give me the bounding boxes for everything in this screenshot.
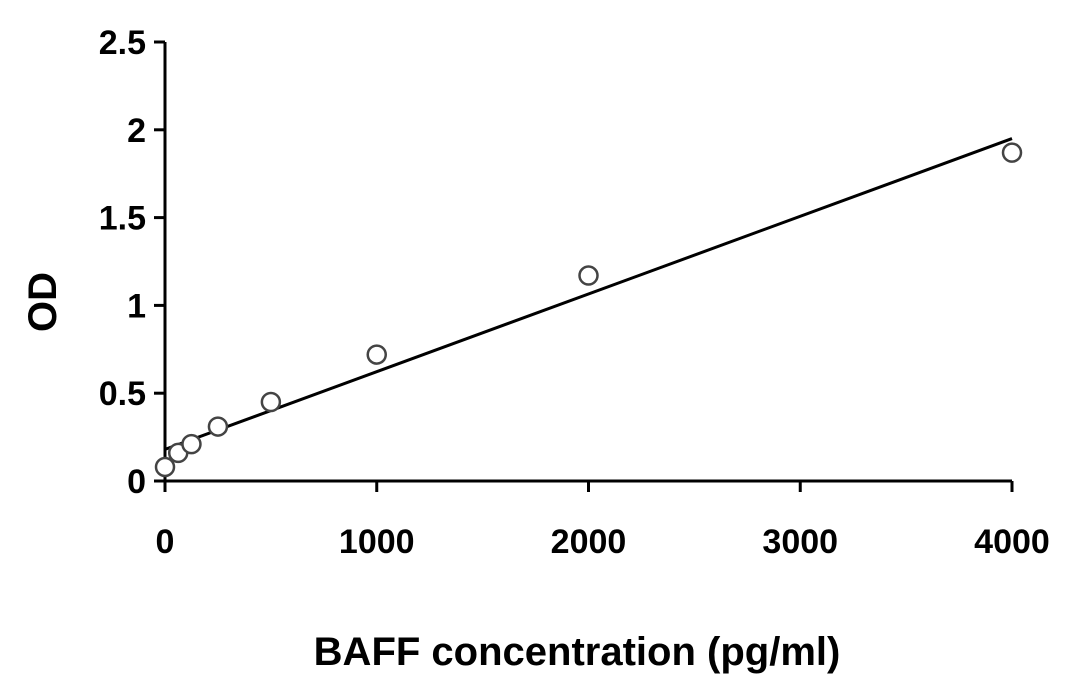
y-tick-label: 0 bbox=[127, 463, 146, 501]
y-tick-label: 1 bbox=[127, 287, 146, 325]
data-points bbox=[154, 142, 1023, 478]
y-axis-ticks: 0 0.5 1 1.5 2 2.5 bbox=[99, 24, 165, 501]
data-point bbox=[366, 344, 387, 365]
data-point bbox=[207, 416, 229, 437]
data-point bbox=[260, 391, 282, 413]
data-point bbox=[1001, 142, 1023, 163]
x-axis-title: BAFF concentration (pg/ml) bbox=[314, 630, 841, 674]
linear-fit-line bbox=[164, 137, 1013, 451]
data-point bbox=[154, 456, 176, 478]
x-tick-label: 3000 bbox=[762, 523, 838, 561]
x-tick-label: 4000 bbox=[974, 523, 1050, 561]
x-tick-label: 0 bbox=[156, 523, 175, 561]
y-tick-label: 2.5 bbox=[99, 24, 146, 62]
y-tick-label: 0.5 bbox=[99, 375, 146, 413]
x-axis-ticks: 0 1000 2000 3000 4000 bbox=[156, 481, 1050, 561]
x-tick-label: 1000 bbox=[339, 523, 415, 561]
data-point bbox=[181, 433, 202, 455]
y-tick-label: 2 bbox=[127, 112, 146, 150]
x-tick-label: 2000 bbox=[551, 523, 627, 561]
y-tick-label: 1.5 bbox=[99, 200, 146, 238]
y-axis-title: OD bbox=[21, 272, 65, 332]
data-point bbox=[578, 265, 599, 286]
